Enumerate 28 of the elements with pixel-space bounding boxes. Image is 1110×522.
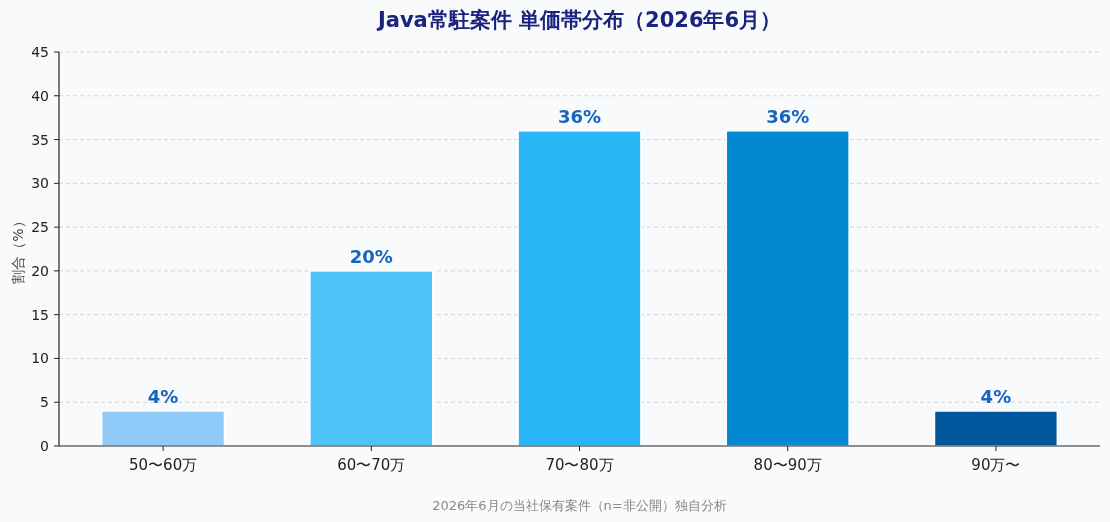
x-tick-label: 60〜70万: [337, 456, 406, 474]
data-label: 36%: [557, 105, 602, 127]
data-label: 20%: [349, 245, 393, 267]
y-tick-label: 45: [31, 44, 49, 60]
x-tick-label: 50〜60万: [129, 456, 198, 474]
y-tick-label: 20: [31, 262, 49, 279]
bar: [933, 410, 1059, 447]
text: 2026年6月の当社保有案件（n=非公開）独自分析: [432, 498, 727, 513]
data-label: 36%: [766, 105, 810, 127]
data-label: 4%: [980, 385, 1012, 407]
y-tick-label: 30: [31, 175, 49, 192]
y-tick-label: 40: [31, 87, 49, 104]
y-tick-label: 35: [31, 131, 49, 148]
y-axis-title: 割合（%）: [10, 214, 26, 284]
bar: [100, 410, 226, 447]
data-label: 4%: [147, 385, 179, 407]
bar: [517, 130, 642, 447]
y-tick-label: 10: [31, 350, 49, 367]
y-tick-label: 15: [31, 306, 49, 323]
chart-title: Java常駐案件 単価帯分布（2026年6月）: [375, 8, 782, 32]
y-tick-label: 5: [40, 394, 49, 411]
y-tick-label: 0: [40, 438, 49, 454]
bar: [725, 130, 850, 447]
x-tick-label: 70〜80万: [545, 456, 614, 474]
x-tick-label: 80〜90万: [753, 456, 822, 474]
bar: [309, 270, 434, 447]
y-tick-label: 25: [31, 219, 49, 236]
x-tick-label: 90万〜: [971, 456, 1021, 474]
